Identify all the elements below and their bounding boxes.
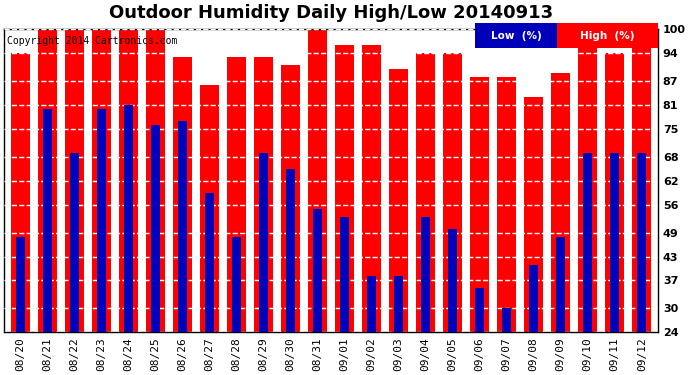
- Bar: [421, 217, 431, 375]
- Bar: [70, 153, 79, 375]
- Bar: [146, 30, 165, 375]
- Bar: [286, 169, 295, 375]
- Bar: [389, 69, 408, 375]
- Bar: [38, 30, 57, 375]
- Bar: [475, 288, 484, 375]
- Bar: [443, 53, 462, 375]
- Bar: [340, 217, 349, 375]
- Bar: [124, 105, 133, 375]
- Bar: [254, 57, 273, 375]
- Bar: [502, 308, 511, 375]
- Bar: [578, 30, 597, 375]
- Bar: [308, 30, 327, 375]
- Bar: [43, 109, 52, 375]
- Bar: [637, 153, 647, 375]
- Bar: [529, 264, 538, 375]
- Bar: [65, 30, 84, 375]
- Bar: [470, 77, 489, 375]
- Bar: [11, 53, 30, 375]
- Bar: [205, 193, 214, 375]
- Bar: [556, 237, 565, 375]
- Bar: [92, 30, 111, 375]
- Bar: [448, 229, 457, 375]
- Bar: [524, 97, 543, 375]
- Bar: [362, 45, 381, 375]
- Bar: [313, 209, 322, 375]
- Bar: [416, 53, 435, 375]
- Bar: [335, 45, 354, 375]
- Text: Copyright 2014 Cartronics.com: Copyright 2014 Cartronics.com: [8, 36, 178, 45]
- Bar: [259, 153, 268, 375]
- Bar: [610, 153, 620, 375]
- Bar: [173, 57, 192, 375]
- Bar: [178, 121, 187, 375]
- Bar: [16, 237, 25, 375]
- Title: Outdoor Humidity Daily High/Low 20140913: Outdoor Humidity Daily High/Low 20140913: [109, 4, 553, 22]
- Bar: [232, 237, 241, 375]
- Bar: [97, 109, 106, 375]
- Bar: [367, 276, 376, 375]
- Bar: [119, 30, 138, 375]
- Bar: [281, 65, 300, 375]
- Bar: [583, 153, 593, 375]
- Bar: [227, 57, 246, 375]
- Bar: [551, 74, 570, 375]
- Bar: [605, 53, 624, 375]
- Bar: [150, 125, 160, 375]
- Bar: [200, 85, 219, 375]
- Bar: [497, 77, 516, 375]
- Bar: [394, 276, 404, 375]
- Bar: [632, 33, 651, 375]
